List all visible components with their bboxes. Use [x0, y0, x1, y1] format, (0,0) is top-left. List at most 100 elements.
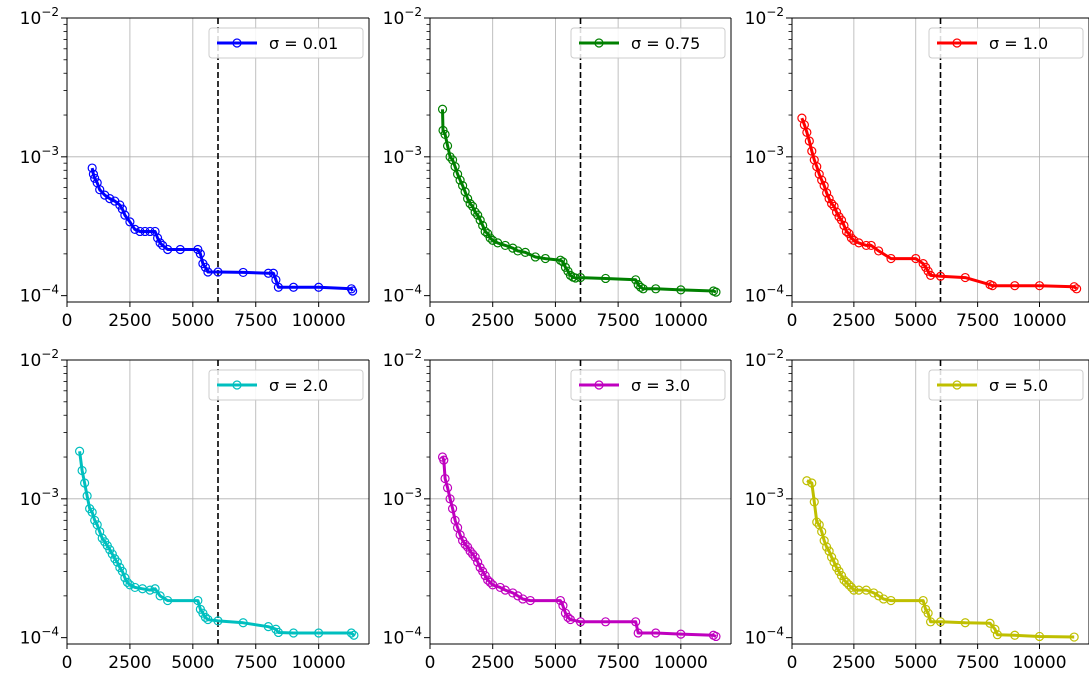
data-point: [163, 595, 173, 606]
data-point: [263, 268, 273, 278]
legend: σ = 3.0: [570, 369, 726, 401]
data-point: [442, 483, 453, 493]
data-point: [87, 163, 97, 173]
data-point: [288, 282, 299, 292]
data-point: [200, 612, 211, 622]
data-point: [600, 617, 611, 627]
x-tick-label: 2500: [108, 653, 151, 673]
data-point: [105, 545, 115, 555]
data-point: [488, 235, 498, 246]
x-tick-label: 7500: [234, 311, 277, 331]
data-point: [238, 267, 248, 278]
data-point: [849, 235, 859, 246]
data-point: [125, 217, 135, 227]
data-point: [563, 612, 573, 622]
data-point: [824, 194, 834, 204]
data-point: [638, 284, 648, 294]
legend-box: [928, 369, 1084, 401]
data-point: [817, 527, 827, 537]
subplot-3: 0 2500 5000 7500 10000 10−4 10−3 10−2 σ = 1.0: [745, 5, 1089, 331]
data-point: [117, 204, 127, 214]
data-point: [831, 207, 842, 217]
data-point: [651, 628, 661, 638]
data-point: [508, 588, 518, 598]
legend-label: σ = 2.0: [269, 376, 328, 395]
data-point: [480, 226, 490, 237]
data-point: [442, 141, 453, 151]
data-point: [445, 494, 455, 504]
data-point: [570, 273, 581, 283]
data-point: [555, 255, 566, 265]
data-point: [508, 243, 518, 253]
legend-marker: [594, 380, 604, 390]
y-tick-label: 10−2: [745, 5, 784, 29]
subplot-1: 0 2500 5000 7500 10000 10−4 10−3 10−2 σ = 0.01: [20, 5, 370, 331]
data-point: [213, 267, 223, 277]
data-point: [200, 262, 211, 272]
y-tick-label: 10−2: [383, 5, 422, 29]
data-point: [935, 271, 946, 281]
data-point: [150, 584, 160, 594]
data-point: [475, 215, 485, 225]
data-point: [130, 224, 140, 235]
data-point: [540, 253, 550, 264]
data-point: [455, 530, 465, 540]
x-tick-label: 7500: [956, 311, 999, 331]
legend-label: σ = 1.0: [989, 34, 1048, 53]
data-point: [836, 570, 847, 581]
x-tick-label: 5000: [171, 653, 214, 673]
series-line: [78, 451, 355, 637]
data-point: [80, 478, 90, 488]
data-point: [841, 226, 852, 237]
y-tick-label: 10−3: [745, 486, 784, 510]
subplot-4: 0 2500 5000 7500 10000 10−4 10−3 10−2 σ = 2.0: [20, 347, 370, 673]
x-tick-label: 10000: [292, 311, 346, 331]
data-point: [483, 575, 493, 585]
data-point: [711, 631, 721, 642]
data-point: [711, 287, 721, 297]
data-point: [473, 557, 483, 567]
data-point: [447, 504, 458, 514]
data-point: [314, 628, 324, 638]
x-tick-label: 2500: [832, 653, 875, 673]
x-tick-label: 0: [425, 311, 436, 331]
legend-box: [928, 27, 1084, 59]
data-point: [886, 253, 896, 264]
data-point: [346, 284, 356, 294]
data-point: [925, 270, 936, 280]
x-tick-label: 10000: [1012, 653, 1066, 673]
data-point: [558, 257, 568, 267]
data-point: [95, 185, 105, 195]
y-tick-label: 10−4: [20, 625, 59, 649]
y-tick-label: 10−4: [383, 283, 422, 307]
data-point: [802, 127, 812, 137]
data-point: [1034, 631, 1045, 642]
data-point: [839, 575, 849, 585]
data-point: [468, 549, 478, 559]
data-point: [349, 630, 359, 640]
data-point: [990, 624, 1000, 634]
y-tick-label: 10−4: [383, 625, 422, 649]
x-tick-label: 5000: [894, 311, 937, 331]
x-tick-label: 0: [425, 653, 436, 673]
legend-marker: [952, 380, 962, 390]
legend-marker: [232, 38, 242, 48]
data-point: [555, 595, 566, 606]
data-point: [925, 617, 936, 627]
legend-label: σ = 3.0: [631, 376, 690, 395]
data-point: [839, 220, 849, 231]
data-point: [485, 233, 495, 243]
data-point: [480, 570, 490, 581]
x-tick-label: 0: [787, 653, 798, 673]
data-point: [120, 573, 130, 583]
x-tick-label: 2500: [471, 311, 514, 331]
data-point: [807, 146, 817, 156]
data-point: [826, 552, 837, 562]
data-point: [565, 614, 576, 625]
data-point: [1010, 281, 1020, 291]
x-tick-label: 7500: [234, 653, 277, 673]
data-point: [125, 580, 135, 590]
data-point: [992, 630, 1003, 640]
data-point: [195, 249, 205, 259]
